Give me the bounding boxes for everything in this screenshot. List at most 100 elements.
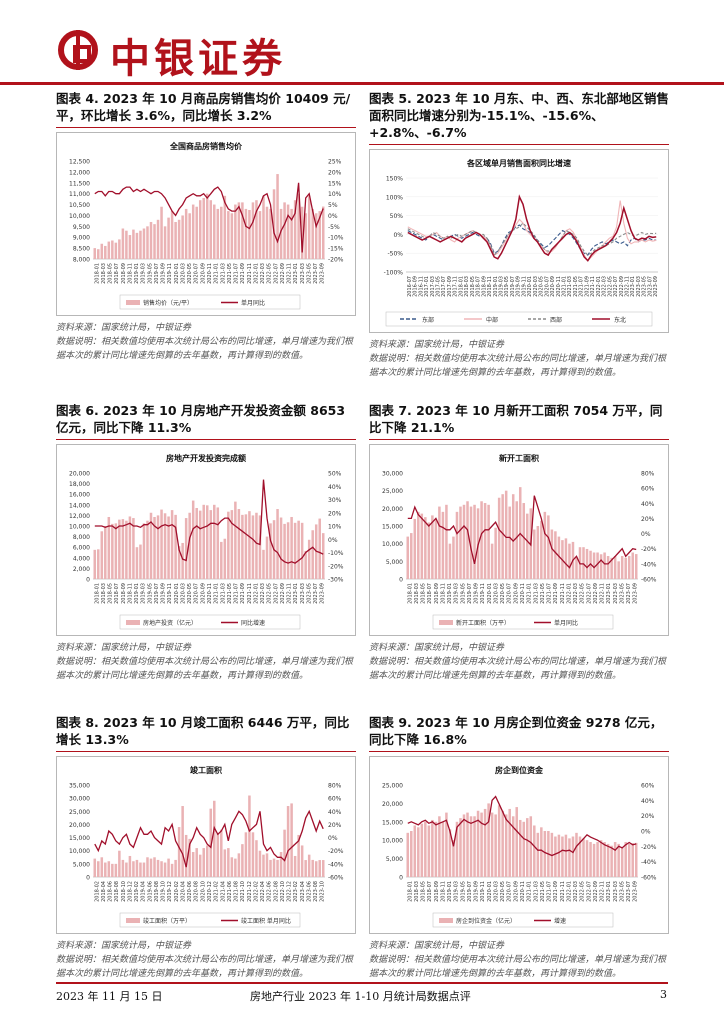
x-tick-label: 2019-03 xyxy=(141,263,147,284)
bar xyxy=(286,522,290,579)
x-tick-label: 2021-03 xyxy=(220,583,226,604)
bar xyxy=(251,202,255,259)
bar xyxy=(244,832,248,877)
bar xyxy=(314,861,318,877)
bar xyxy=(177,827,181,877)
bar xyxy=(554,531,557,579)
panel-title: 图表 5. 2023 年 10 月东、中、西、东北部地区销售面积同比增速分别为-… xyxy=(369,90,669,145)
legend-label: 同比增速 xyxy=(241,619,265,627)
bar xyxy=(170,863,174,877)
bar xyxy=(132,518,135,579)
x-tick-label: 2020-01 xyxy=(174,263,180,284)
bar xyxy=(104,862,107,877)
legend-label: 中部 xyxy=(486,316,498,324)
x-tick-label: 2021-09 xyxy=(584,276,590,297)
bar xyxy=(596,552,599,579)
bar xyxy=(244,208,248,259)
y2-tick-label: 20% xyxy=(641,813,655,820)
x-tick-label: 2017-03 xyxy=(430,276,436,297)
bar xyxy=(167,858,170,877)
bar xyxy=(156,515,160,579)
x-tick-label: 2019-08 xyxy=(154,881,160,902)
y2-tick-label: 60% xyxy=(328,796,342,803)
panel-title: 图表 7. 2023 年 10 月新开工面积 7054 万平，同比下降 21.1… xyxy=(369,402,669,440)
bar xyxy=(107,861,111,877)
x-tick-label: 2023-01 xyxy=(293,583,299,604)
bar xyxy=(445,812,448,877)
x-tick-label: 2022-07 xyxy=(586,583,592,604)
x-tick-label: 2018-01 xyxy=(94,583,100,604)
x-tick-label: 2021-03 xyxy=(567,276,573,297)
bar xyxy=(276,174,279,259)
footer-doc-title: 房地产行业 2023 年 1-10 月统计局数据点评 xyxy=(250,990,471,1003)
x-tick-label: 2018-09 xyxy=(481,276,487,297)
bar xyxy=(476,810,480,877)
bar xyxy=(487,504,490,579)
bar xyxy=(248,511,251,579)
bar xyxy=(258,850,262,877)
bar xyxy=(427,825,431,877)
x-tick-label: 2022-01 xyxy=(596,276,602,297)
x-tick-label: 2018-03 xyxy=(464,276,470,297)
x-tick-label: 2022-05 xyxy=(580,583,586,604)
y-tick-label: 8,000 xyxy=(73,534,90,541)
bar xyxy=(480,812,483,877)
bar xyxy=(181,542,184,579)
bar xyxy=(557,834,561,877)
y-tick-label: 10,000 xyxy=(69,213,90,220)
y2-tick-label: 20% xyxy=(641,516,655,523)
bar xyxy=(114,523,118,579)
bar xyxy=(518,819,522,877)
x-tick-label: 2019-09 xyxy=(161,263,167,284)
x-tick-label: 2020-09 xyxy=(513,881,519,902)
bar xyxy=(592,843,596,877)
x-tick-label: 2018-12 xyxy=(127,881,133,902)
bar xyxy=(286,204,290,259)
bar xyxy=(255,512,258,579)
bar xyxy=(321,533,325,579)
bar xyxy=(490,543,494,579)
series-line xyxy=(94,809,324,868)
y-tick-label: 8,000 xyxy=(73,257,90,264)
bar xyxy=(100,531,104,579)
x-tick-label: 2023-04 xyxy=(300,881,306,902)
bar xyxy=(462,814,466,877)
bar xyxy=(603,552,606,579)
bar xyxy=(272,189,276,259)
bar xyxy=(227,211,230,259)
bar xyxy=(107,241,111,259)
y-tick-label: 0% xyxy=(393,232,403,239)
bar xyxy=(290,803,293,877)
bar xyxy=(177,219,181,259)
bar xyxy=(205,505,209,579)
bar xyxy=(589,842,592,877)
legend-bar-swatch xyxy=(126,918,140,923)
bar xyxy=(603,842,606,877)
x-tick-label: 2023-09 xyxy=(653,276,659,297)
x-tick-label: 2019-11 xyxy=(521,276,527,297)
bar xyxy=(571,836,575,877)
legend-label: 增速 xyxy=(554,917,566,925)
bar xyxy=(269,859,272,877)
y2-tick-label: -30% xyxy=(328,577,344,584)
x-tick-label: 2019-09 xyxy=(516,276,522,297)
y2-tick-label: -20% xyxy=(328,563,344,570)
y2-tick-label: 40% xyxy=(641,501,655,508)
bar xyxy=(427,522,431,579)
bar xyxy=(177,546,181,579)
x-tick-label: 2022-03 xyxy=(573,583,579,604)
source-text: 资料来源：国家统计局，中银证券 xyxy=(56,643,192,653)
x-tick-label: 2023-02 xyxy=(293,881,299,902)
legend-label: 竣工面积（万平） xyxy=(143,917,191,925)
bar xyxy=(575,557,578,579)
y-tick-label: 8,500 xyxy=(73,246,90,253)
x-tick-label: 2018-05 xyxy=(421,583,427,604)
bar xyxy=(216,507,220,579)
bar xyxy=(213,800,216,877)
x-tick-label: 2022-01 xyxy=(566,583,572,604)
bar xyxy=(410,533,413,579)
legend-box xyxy=(385,311,653,327)
bar xyxy=(149,221,153,259)
bar xyxy=(234,204,237,259)
x-tick-label: 2022-03 xyxy=(260,583,266,604)
